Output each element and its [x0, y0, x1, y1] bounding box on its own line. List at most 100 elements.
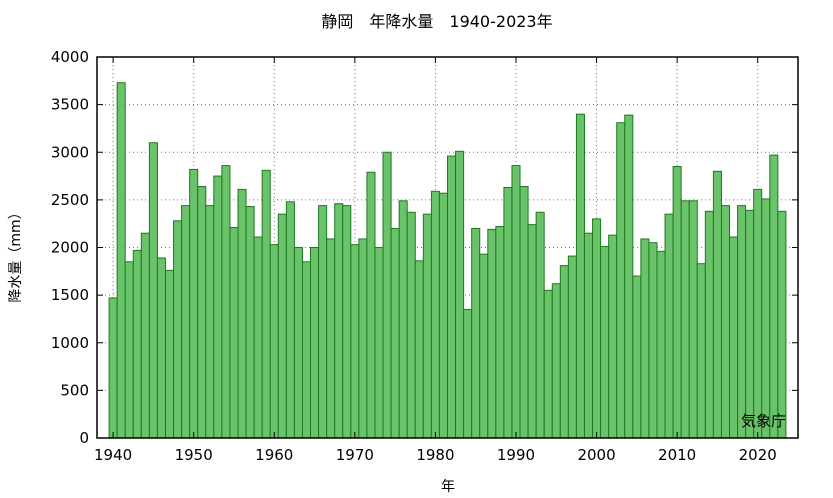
bar-1991	[519, 186, 529, 439]
bar-1966	[318, 205, 328, 439]
bar-2013	[696, 263, 706, 439]
bar-1987	[487, 228, 497, 439]
bar-1968	[334, 203, 344, 439]
bar-1990	[511, 165, 521, 439]
bar-1957	[245, 206, 255, 439]
bar-1964	[301, 261, 312, 439]
bar-1986	[479, 253, 489, 439]
bar-1992	[527, 224, 537, 439]
bar-1963	[293, 247, 303, 439]
bar-2006	[640, 238, 650, 439]
bar-2023	[777, 210, 787, 439]
y-tick-label: 3000	[51, 143, 89, 161]
bar-2020	[753, 188, 763, 439]
bar-1944	[140, 232, 150, 439]
bar-1949	[181, 205, 191, 439]
bar-2000	[592, 218, 602, 439]
bar-1989	[503, 186, 513, 439]
bar-1973	[374, 247, 384, 439]
bar-1978	[414, 260, 424, 439]
y-tick-label: 4000	[51, 48, 89, 66]
bar-2003	[616, 122, 626, 439]
x-tick-label: 1990	[497, 446, 535, 464]
bar-1951	[197, 186, 207, 439]
y-axis-label: 降水量（mm）	[8, 205, 24, 302]
x-axis: 1940 1950 1960 1970 1980 1990 2000 2010 2020	[94, 57, 777, 464]
bar-1976	[398, 200, 408, 439]
x-tick-label: 2020	[739, 446, 777, 464]
bar-2019	[745, 209, 755, 439]
bar-1952	[205, 205, 215, 439]
bar-1959	[261, 169, 271, 439]
x-tick-label: 1940	[94, 446, 132, 464]
bar-1983	[455, 150, 465, 439]
bar-1977	[406, 211, 416, 439]
bar-1979	[422, 213, 432, 439]
y-tick-label: 3500	[51, 96, 89, 114]
bar-1971	[358, 238, 368, 439]
y-tick-label: 2500	[51, 191, 89, 209]
bar-1947	[164, 269, 175, 439]
bar-1999	[583, 232, 594, 439]
bar-1948	[173, 220, 183, 439]
bar-2022	[769, 154, 779, 439]
bar-1996	[559, 265, 569, 439]
x-axis-label: 年	[441, 479, 455, 495]
bar-2002	[608, 234, 618, 439]
bar-1970	[350, 244, 360, 439]
x-tick-label: 2010	[658, 446, 696, 464]
y-axis: 0 500 1000 1500 2000 2500 3000 3500 4000	[51, 48, 798, 447]
bar-1988	[495, 226, 505, 439]
y-tick-label: 0	[79, 429, 89, 447]
bar-2017	[729, 236, 739, 439]
bar-1940	[108, 297, 118, 439]
bar-1981	[438, 192, 449, 439]
bar-2007	[648, 242, 658, 439]
bar-1980	[430, 190, 440, 439]
bar-1962	[285, 201, 295, 439]
y-tick-label: 1500	[51, 286, 89, 304]
bar-1961	[277, 213, 287, 439]
bar-2012	[688, 200, 698, 439]
bar-1974	[382, 151, 392, 439]
bar-2021	[761, 198, 771, 439]
bars	[108, 82, 787, 439]
bar-1994	[543, 289, 553, 439]
bar-1969	[342, 205, 352, 439]
bar-1985	[471, 227, 481, 439]
bar-2014	[704, 210, 714, 439]
source-label: 気象庁	[741, 412, 786, 430]
bar-1997	[567, 255, 577, 439]
bar-1943	[132, 249, 142, 439]
y-tick-label: 1000	[51, 334, 89, 352]
bar-1941	[116, 82, 126, 439]
bar-1946	[156, 257, 166, 439]
bar-2011	[680, 200, 690, 439]
bar-1942	[124, 261, 134, 439]
bar-1953	[213, 175, 223, 439]
bar-1984	[463, 308, 473, 439]
bar-1965	[310, 247, 320, 439]
bar-2009	[664, 213, 674, 439]
bar-1975	[390, 227, 400, 439]
bar-1998	[575, 113, 585, 439]
bar-2016	[720, 205, 731, 439]
x-tick-label: 1970	[336, 446, 374, 464]
bar-1956	[237, 188, 247, 439]
x-tick-label: 2000	[577, 446, 615, 464]
bar-1982	[447, 155, 457, 439]
bar-1993	[535, 211, 545, 439]
bar-1954	[221, 165, 231, 439]
x-tick-label: 1980	[416, 446, 454, 464]
bar-2001	[600, 246, 610, 439]
bar-2018	[737, 205, 747, 439]
bar-1960	[269, 244, 279, 439]
bar-1995	[551, 283, 561, 439]
bar-1955	[229, 227, 239, 439]
bar-2015	[712, 170, 722, 439]
bar-2005	[632, 275, 642, 439]
bar-1950	[189, 168, 199, 439]
bar-2010	[672, 166, 682, 439]
bar-1958	[253, 236, 263, 439]
